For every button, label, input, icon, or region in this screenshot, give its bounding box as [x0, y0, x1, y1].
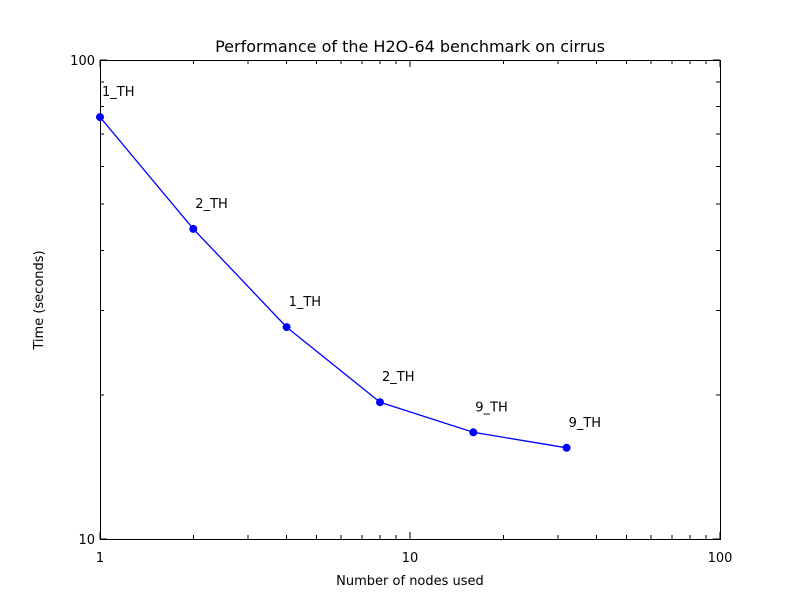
point-annotation: 9_TH — [569, 416, 602, 431]
plot-area — [100, 60, 721, 540]
series-line — [99, 116, 567, 449]
point-annotation: 1_TH — [289, 295, 322, 310]
chart-title: Performance of the H2O-64 benchmark on c… — [215, 37, 605, 56]
point-annotation: 1_TH — [102, 85, 135, 100]
x-tick-label: 10 — [402, 551, 419, 566]
data-point — [469, 428, 478, 437]
annotation-layer: 1_TH 2_TH 1_TH 2_TH 9_TH 9_TH — [102, 85, 601, 431]
y-tick-label: 10 — [78, 533, 95, 548]
data-point — [96, 113, 104, 122]
data-point — [189, 224, 198, 233]
data-point — [562, 443, 571, 452]
data-point — [282, 323, 291, 332]
point-annotation: 2_TH — [382, 370, 415, 385]
y-tick-label: 100 — [70, 54, 95, 69]
x-tick-label: 100 — [708, 551, 733, 566]
x-tick-label: 1 — [96, 551, 104, 566]
x-axis-label: Number of nodes used — [336, 574, 484, 589]
axis-ticks — [99, 59, 721, 540]
data-point — [376, 398, 384, 407]
point-annotation: 9_TH — [475, 400, 508, 415]
point-annotation: 2_TH — [195, 197, 228, 212]
data-layer — [96, 113, 571, 452]
y-axis-label: Time (seconds) — [32, 250, 47, 350]
